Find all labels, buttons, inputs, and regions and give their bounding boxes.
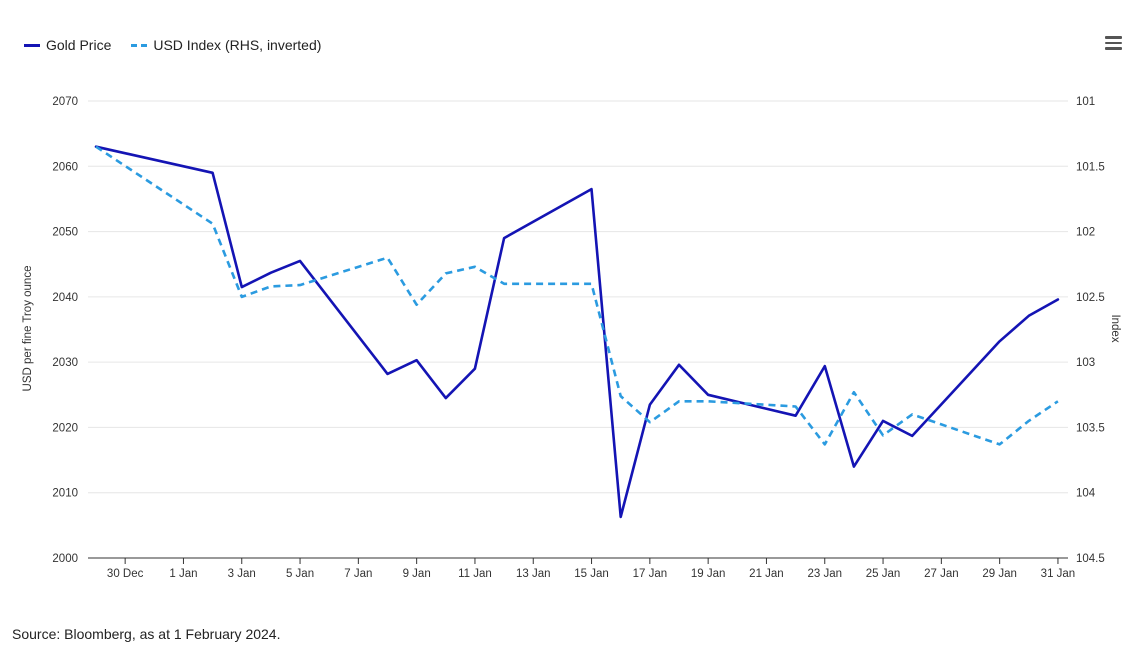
- x-tick-label: 23 Jan: [807, 568, 842, 580]
- y-left-tick-label: 2020: [52, 422, 78, 434]
- y-right-axis-title: Index: [1109, 314, 1121, 342]
- series-line-gold-price: [94, 145, 1060, 519]
- legend: Gold Price USD Index (RHS, inverted): [24, 37, 321, 53]
- series-line-usd-index: [95, 145, 1059, 446]
- x-tick-label: 27 Jan: [924, 568, 959, 580]
- y-right-tick-label: 103: [1076, 357, 1095, 369]
- hamburger-menu-icon[interactable]: [1105, 36, 1122, 50]
- y-right-tick-label: 102: [1076, 227, 1095, 239]
- y-right-tick-label: 104: [1076, 488, 1096, 500]
- y-left-tick-label: 2070: [52, 96, 78, 108]
- x-tick-label: 3 Jan: [228, 568, 256, 580]
- grid-layer: [88, 100, 1068, 494]
- y-left-tick-label: 2060: [52, 161, 78, 173]
- y-right-tick-label: 101: [1076, 96, 1095, 108]
- legend-label-gold: Gold Price: [46, 37, 112, 53]
- x-tick-label: 1 Jan: [169, 568, 197, 580]
- y-left-axis-title: USD per fine Troy ounce: [22, 266, 34, 392]
- x-tick-label: 21 Jan: [749, 568, 784, 580]
- x-tick-label: 17 Jan: [633, 568, 668, 580]
- axis-layer: 2000 2010 2020 2030 2040 2050 2060 2070 101 101.5…: [22, 96, 1121, 580]
- x-tick-label: 31 Jan: [1041, 568, 1076, 580]
- y-right-tick-label: 103.5: [1076, 422, 1105, 434]
- source-note: Source: Bloomberg, as at 1 February 2024…: [12, 626, 281, 642]
- x-tick-label: 5 Jan: [286, 568, 314, 580]
- x-tick-label: 9 Jan: [403, 568, 431, 580]
- legend-swatch-gold: [24, 43, 40, 47]
- y-left-tick-label: 2000: [52, 553, 78, 565]
- x-tick-label: 11 Jan: [458, 568, 492, 580]
- series-layer: [94, 145, 1060, 519]
- x-tick-label: 15 Jan: [574, 568, 609, 580]
- y-left-tick-label: 2010: [52, 488, 78, 500]
- y-right-tick-label: 104.5: [1076, 553, 1105, 565]
- y-right-tick-label: 101.5: [1076, 161, 1105, 173]
- y-left-tick-label: 2050: [52, 227, 78, 239]
- y-right-tick-label: 102.5: [1076, 292, 1105, 304]
- x-tick-label: 13 Jan: [516, 568, 551, 580]
- x-tick-label: 7 Jan: [344, 568, 372, 580]
- y-left-tick-label: 2030: [52, 357, 78, 369]
- legend-swatch-usd: [131, 43, 148, 47]
- x-tick-label: 25 Jan: [866, 568, 901, 580]
- x-tick-label: 30 Dec: [107, 568, 144, 580]
- legend-label-usd: USD Index (RHS, inverted): [153, 37, 322, 53]
- legend-item-gold[interactable]: Gold Price: [24, 37, 111, 53]
- legend-item-usd[interactable]: USD Index (RHS, inverted): [131, 37, 321, 53]
- y-left-tick-label: 2040: [52, 292, 78, 304]
- x-tick-label: 19 Jan: [691, 568, 726, 580]
- x-tick-label: 29 Jan: [982, 568, 1017, 580]
